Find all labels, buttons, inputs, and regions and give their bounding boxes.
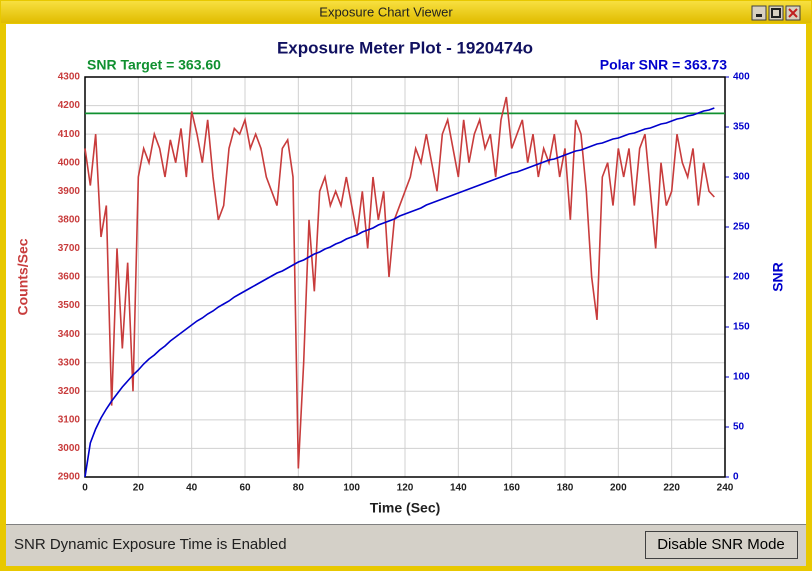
y2-tick-label: 50 (733, 422, 745, 433)
y2-tick-label: 200 (733, 272, 750, 283)
y-tick-label: 3200 (58, 386, 81, 397)
series-line (84, 107, 715, 478)
minimize-button[interactable] (751, 5, 767, 21)
chart: Exposure Meter Plot - 1920474o SNR Targe… (15, 38, 786, 515)
x-tick-label: 120 (397, 483, 414, 494)
x-tick-label: 160 (503, 483, 520, 494)
y-tick-label: 4000 (58, 157, 81, 168)
y2-tick-label: 300 (733, 172, 750, 183)
window-title: Exposure Chart Viewer (319, 4, 453, 19)
x-tick-label: 40 (186, 483, 198, 494)
y-tick-label: 3600 (58, 272, 81, 283)
maximize-icon (771, 8, 781, 18)
y-tick-label: 3900 (58, 186, 81, 197)
y-tick-label: 2900 (58, 472, 81, 483)
y2-tick-label: 400 (733, 72, 750, 83)
status-text: SNR Dynamic Exposure Time is Enabled (14, 536, 287, 553)
x-tick-label: 80 (293, 483, 305, 494)
close-icon (788, 8, 798, 18)
x-tick-label: 100 (343, 483, 360, 494)
y2-tick-label: 0 (733, 472, 739, 483)
chart-title: Exposure Meter Plot - 1920474o (277, 38, 533, 57)
y2-tick-label: 250 (733, 222, 750, 233)
y-axis-label: Counts/Sec (15, 238, 31, 315)
y-tick-label: 3800 (58, 214, 81, 225)
y-tick-label: 3300 (58, 357, 81, 368)
polar-snr-label: Polar SNR = 363.73 (600, 57, 727, 73)
x-tick-label: 60 (239, 483, 251, 494)
x-tick-label: 240 (717, 483, 734, 494)
window-controls (751, 5, 801, 21)
x-axis-label: Time (Sec) (370, 500, 441, 516)
y-tick-label: 3000 (58, 443, 81, 454)
title-bar (1, 1, 811, 23)
y-tick-label: 4300 (58, 72, 81, 83)
snr-target-label: SNR Target = 363.60 (87, 57, 221, 73)
y-tick-label: 4200 (58, 100, 81, 111)
x-tick-label: 20 (133, 483, 145, 494)
x-tick-label: 200 (610, 483, 627, 494)
y2-axis-label: SNR (770, 262, 786, 292)
minimize-icon (756, 14, 762, 17)
y2-tick-label: 150 (733, 322, 750, 333)
series-line (84, 96, 715, 469)
x-tick-label: 140 (450, 483, 467, 494)
y-tick-label: 3100 (58, 414, 81, 425)
y-tick-label: 4100 (58, 129, 81, 140)
y2-tick-label: 100 (733, 372, 750, 383)
y2-tick-label: 350 (733, 122, 750, 133)
button-label[interactable]: Disable SNR Mode (657, 536, 785, 553)
y-tick-label: 3400 (58, 329, 81, 340)
chart-area (6, 24, 806, 524)
x-tick-label: 220 (663, 483, 680, 494)
plot-frame (84, 76, 726, 478)
x-tick-label: 0 (82, 483, 88, 494)
x-tick-label: 180 (557, 483, 574, 494)
y-tick-label: 3500 (58, 300, 81, 311)
disable-snr-button[interactable] (645, 531, 798, 559)
y-tick-label: 3700 (58, 243, 81, 254)
